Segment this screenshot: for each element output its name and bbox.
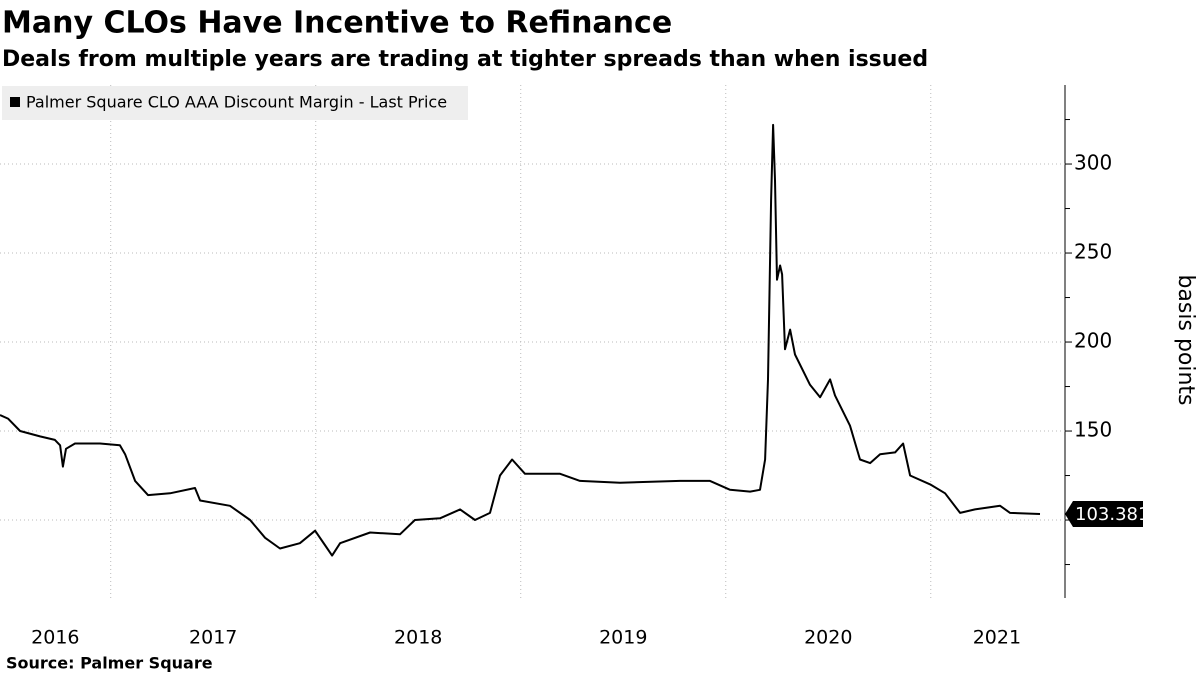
x-tick-label: 2020: [804, 627, 852, 649]
chart-title: Many CLOs Have Incentive to Refinance: [2, 6, 672, 41]
y-tick-label: 150: [1074, 418, 1112, 442]
chart-subtitle: Deals from multiple years are trading at…: [2, 47, 928, 72]
legend-label: Palmer Square CLO AAA Discount Margin - …: [26, 93, 447, 112]
x-tick-label: 2016: [31, 627, 79, 649]
series-line: [0, 123, 1041, 557]
x-tick-label: 2018: [394, 627, 442, 649]
legend-swatch: [10, 97, 20, 107]
y-tick-label: 300: [1074, 151, 1112, 175]
last-price-label: 103.3810: [1075, 504, 1161, 525]
y-tick-label: 200: [1074, 329, 1112, 353]
legend-box: [2, 86, 468, 120]
x-tick-label: 2017: [189, 627, 237, 649]
source: Source: Palmer Square: [6, 654, 213, 673]
y-tick-label: 250: [1074, 240, 1112, 264]
x-tick-label: 2021: [973, 627, 1021, 649]
x-tick-label: 2019: [599, 627, 647, 649]
y-axis-label: basis points: [1173, 274, 1198, 405]
last-price-box: [1065, 501, 1143, 528]
